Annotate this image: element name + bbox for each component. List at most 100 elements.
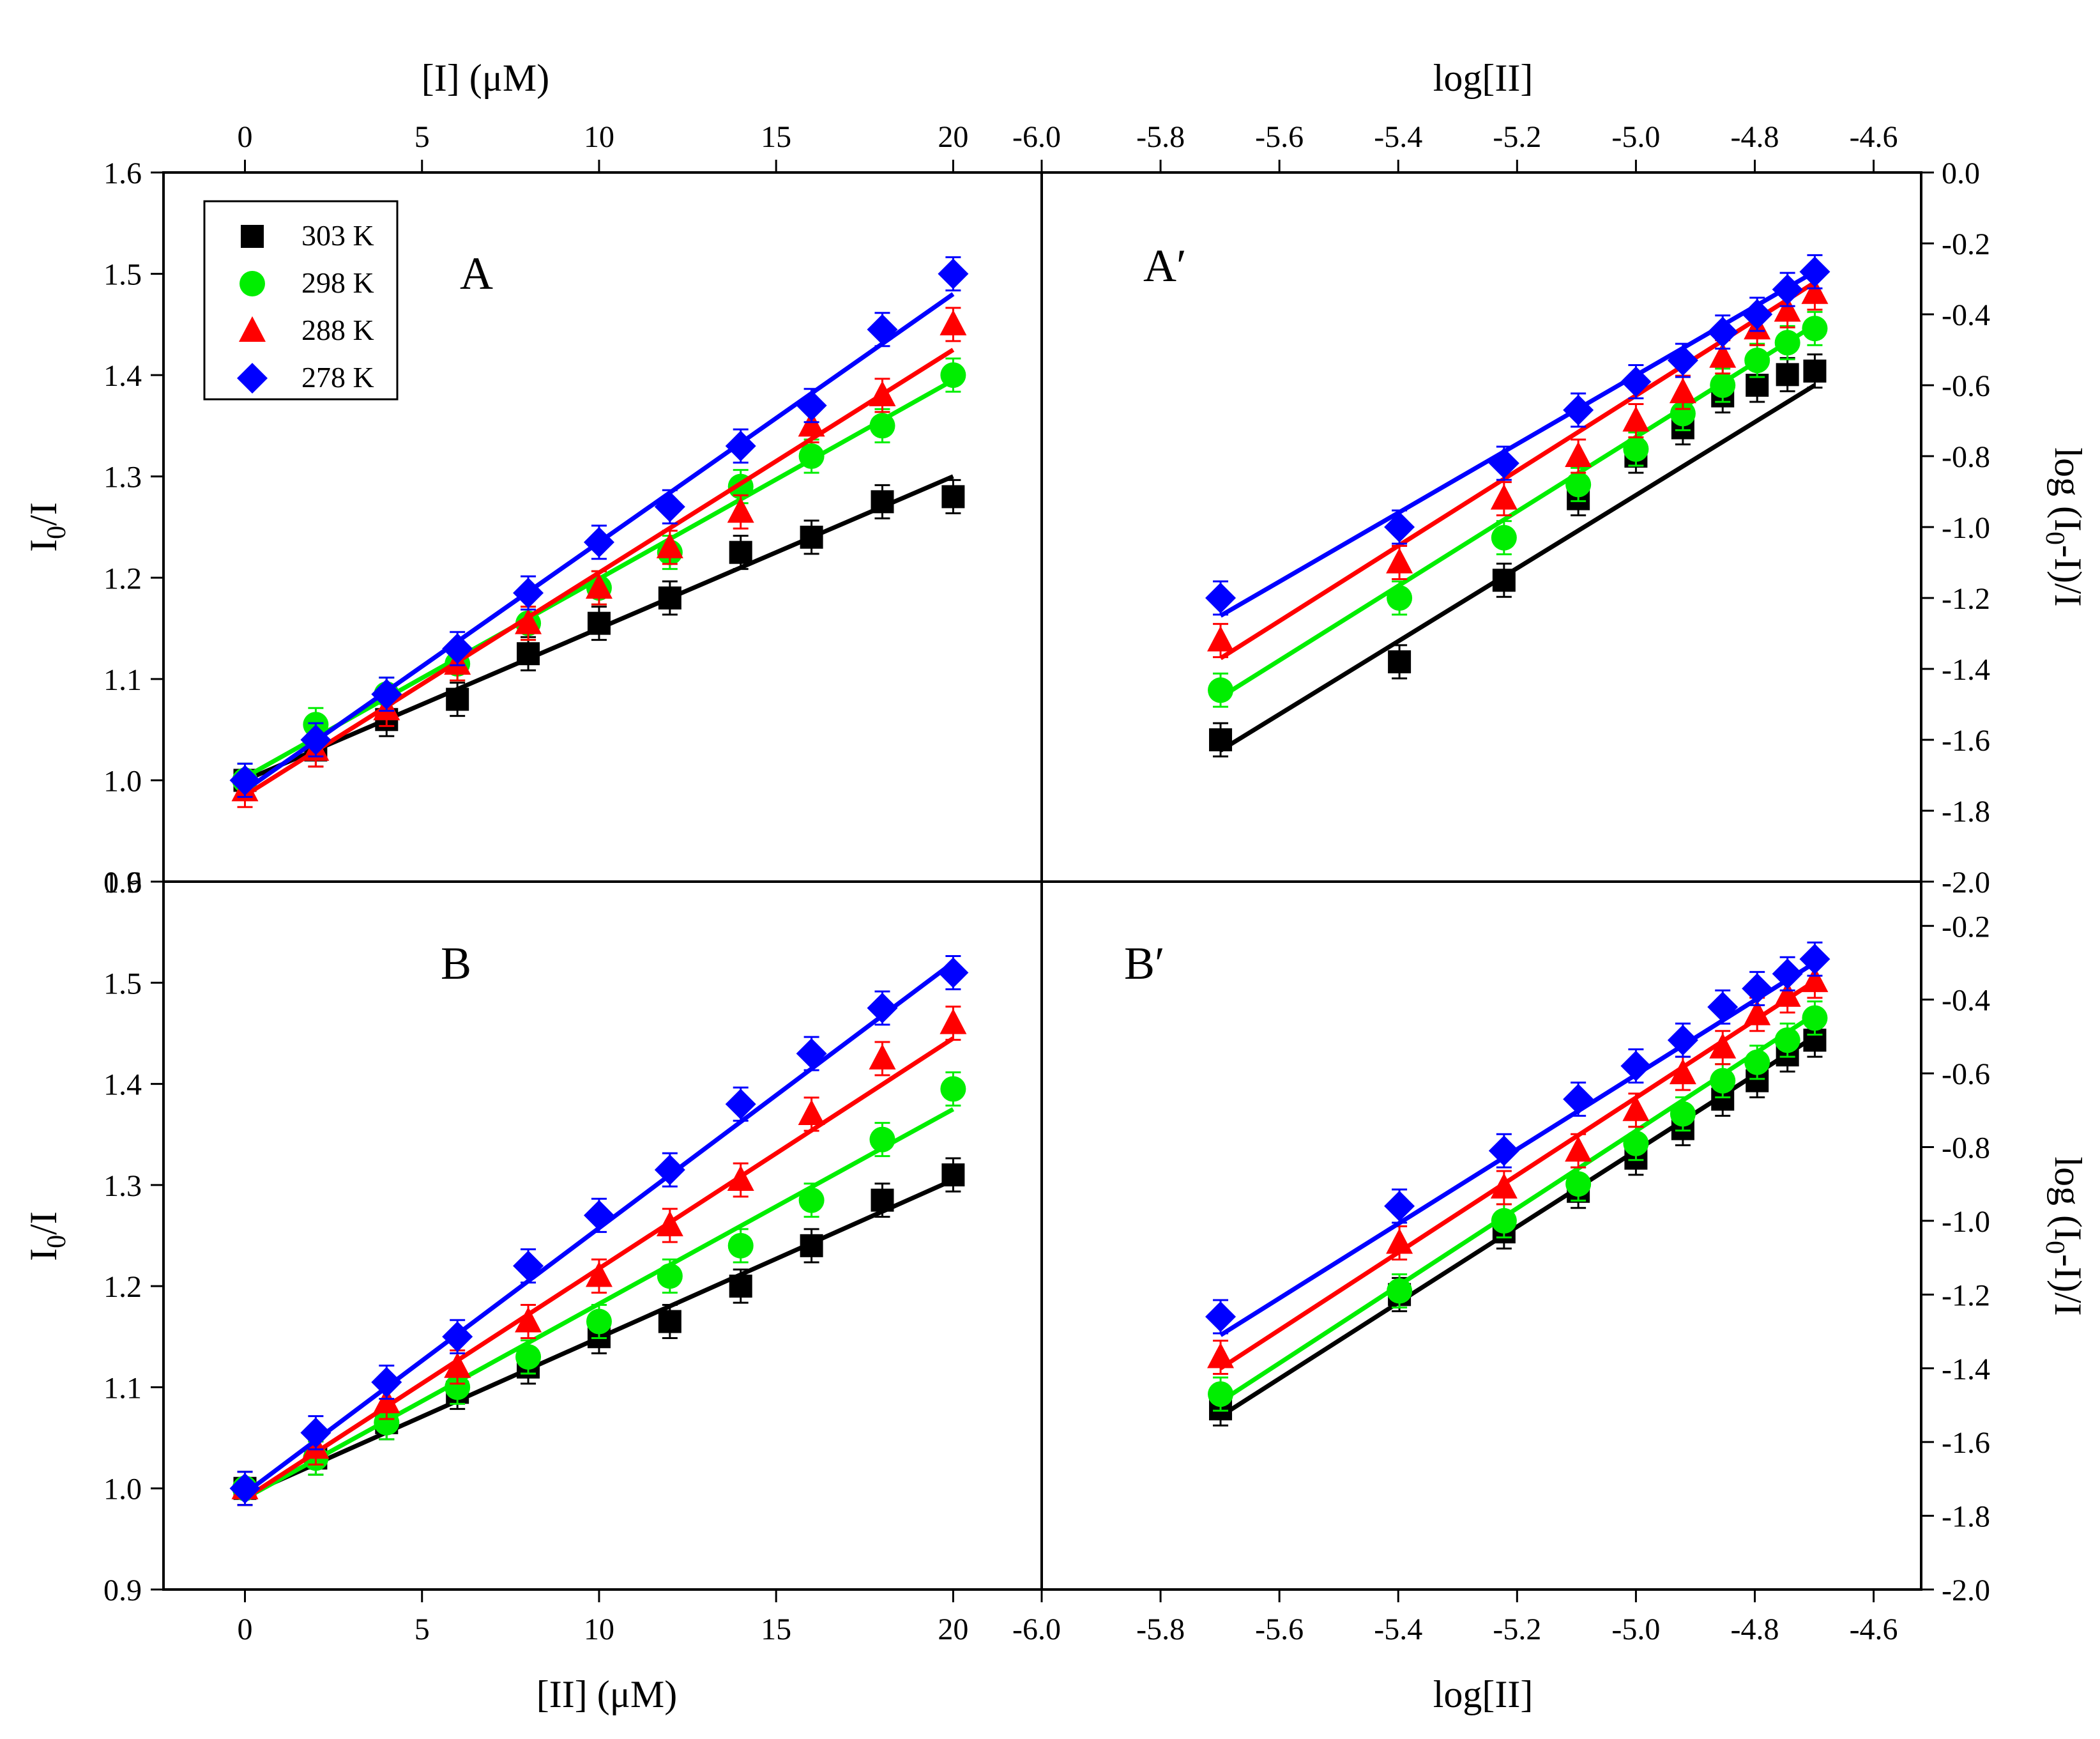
series-278k (1205, 941, 1830, 1337)
data-point (727, 1165, 754, 1191)
data-point (1620, 1050, 1652, 1082)
data-point (513, 1250, 544, 1282)
y-tick-label-right: -1.2 (1942, 1278, 1990, 1312)
x-tick-label-bottom: 0 (238, 1613, 253, 1646)
ticks-layer: 0 0 5 5 10 10 15 15 20 20 -6.0 -6.0 -5.8 -5.8 -5.6 -5.6… (103, 120, 1990, 1646)
panel-label-b: B (441, 938, 471, 989)
y-tick-label-right: -0.8 (1942, 1131, 1990, 1165)
series-278k (1205, 254, 1830, 618)
y-tick-label-left: 1.1 (103, 1371, 142, 1405)
y-tick-label-right: -1.8 (1942, 795, 1990, 829)
fit-line (1219, 960, 1816, 1337)
data-point (1669, 1059, 1696, 1085)
x-tick-label-bottom: -5.8 (1136, 1613, 1185, 1646)
data-point (940, 1076, 966, 1102)
data-point (585, 1261, 612, 1287)
data-point (1209, 728, 1233, 751)
data-point (1772, 958, 1803, 990)
series-278k (229, 954, 969, 1506)
data-point (940, 1008, 967, 1034)
data-point (941, 485, 965, 509)
x-tick-label-top: -5.0 (1611, 120, 1660, 154)
fit-line (1219, 280, 1816, 661)
data-point (1707, 316, 1739, 348)
series-278k (229, 256, 969, 798)
data-point (940, 362, 966, 388)
data-point (729, 540, 752, 564)
x-tick-label-bottom: -5.6 (1255, 1613, 1304, 1646)
legend-box (203, 200, 399, 401)
data-point (1670, 401, 1696, 427)
data-point (1205, 1301, 1236, 1332)
series-303k (233, 474, 965, 798)
y-tick-label-right: -1.6 (1942, 724, 1990, 758)
panel-b2-plot (1205, 941, 1830, 1427)
data-point (1387, 1278, 1413, 1304)
data-point (371, 1367, 402, 1398)
data-point (1710, 1068, 1736, 1094)
legend-marker-square (241, 225, 264, 248)
data-point (1802, 316, 1828, 342)
data-point (727, 1232, 754, 1259)
data-point (869, 1126, 895, 1153)
data-point (1667, 1025, 1698, 1056)
data-point (1488, 1135, 1519, 1167)
y-tick-label-left: 1.5 (103, 258, 142, 292)
data-point (229, 1473, 261, 1504)
fit-line (1219, 979, 1816, 1370)
data-point (374, 1409, 400, 1436)
data-point (373, 1388, 400, 1414)
data-point (442, 1321, 473, 1352)
data-point (867, 992, 898, 1023)
y-tick-label-left: 1.1 (103, 663, 142, 697)
data-point (656, 532, 683, 558)
data-point (300, 1417, 331, 1448)
data-point (1802, 1005, 1828, 1031)
data-point (727, 497, 754, 523)
data-point (1774, 981, 1801, 1007)
data-point (1565, 1136, 1592, 1162)
plot-layer (229, 254, 1830, 1506)
x-tick-label-bottom: 20 (938, 1613, 968, 1646)
y-tick-label-right: -0.4 (1942, 984, 1990, 1018)
data-point (869, 380, 896, 406)
panel-a-plot (229, 256, 969, 808)
panel-label-b-prime: B′ (1124, 938, 1165, 989)
y-tick-label-left: 0.9 (103, 1574, 142, 1607)
data-point (517, 642, 540, 666)
data-point (1386, 1228, 1413, 1254)
data-point (515, 608, 542, 634)
data-point (871, 1188, 894, 1212)
legend: 303 K 298 K 288 K 278 K (203, 200, 399, 401)
x-tick-label-top: -4.6 (1850, 120, 1898, 154)
data-point (1491, 525, 1517, 551)
data-point (1208, 1381, 1234, 1407)
x-tick-label-top: -5.6 (1255, 120, 1304, 154)
y-tick-label-right: -0.6 (1942, 1057, 1990, 1091)
x-tick-label-bottom: -5.0 (1611, 1613, 1660, 1646)
x-tick-label-top: -5.4 (1374, 120, 1422, 154)
data-point (1563, 394, 1594, 425)
x-tick-label-bottom: -6.0 (1012, 1613, 1061, 1646)
data-point (1387, 585, 1413, 611)
data-point (658, 586, 681, 609)
data-point (583, 526, 614, 558)
y-tick-label-left: 1.3 (103, 1169, 142, 1203)
panel-frame-b (162, 880, 1043, 1591)
data-point (1565, 471, 1592, 498)
y-tick-label-right: -1.0 (1942, 511, 1990, 545)
data-point (1774, 330, 1800, 356)
data-point (1772, 274, 1803, 305)
data-point (1707, 992, 1739, 1023)
data-point (1774, 1027, 1800, 1053)
data-point (1799, 944, 1830, 975)
y-tick-label-right: 0.0 (1942, 157, 1980, 190)
data-point (442, 633, 473, 664)
data-point (1208, 677, 1234, 703)
series-303k (1209, 353, 1827, 758)
y-tick-label-right: -1.4 (1942, 1352, 1990, 1386)
left-y-title-bottom: I0/I (22, 1211, 72, 1261)
data-point (585, 573, 612, 599)
data-point (1669, 378, 1696, 404)
y-tick-label-left: 0.9 (103, 866, 142, 900)
